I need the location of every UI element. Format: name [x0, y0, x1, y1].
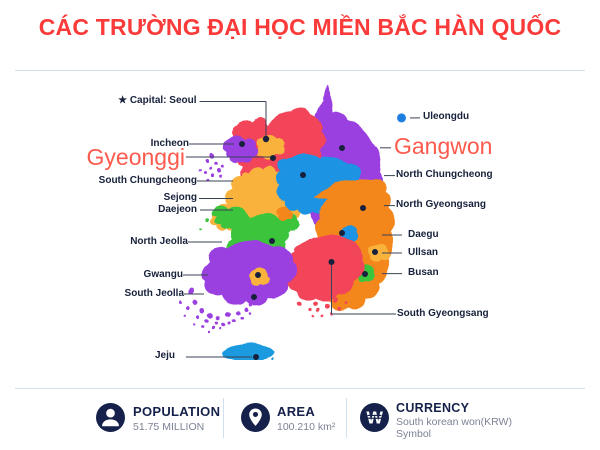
svg-text:W: W [366, 407, 383, 427]
